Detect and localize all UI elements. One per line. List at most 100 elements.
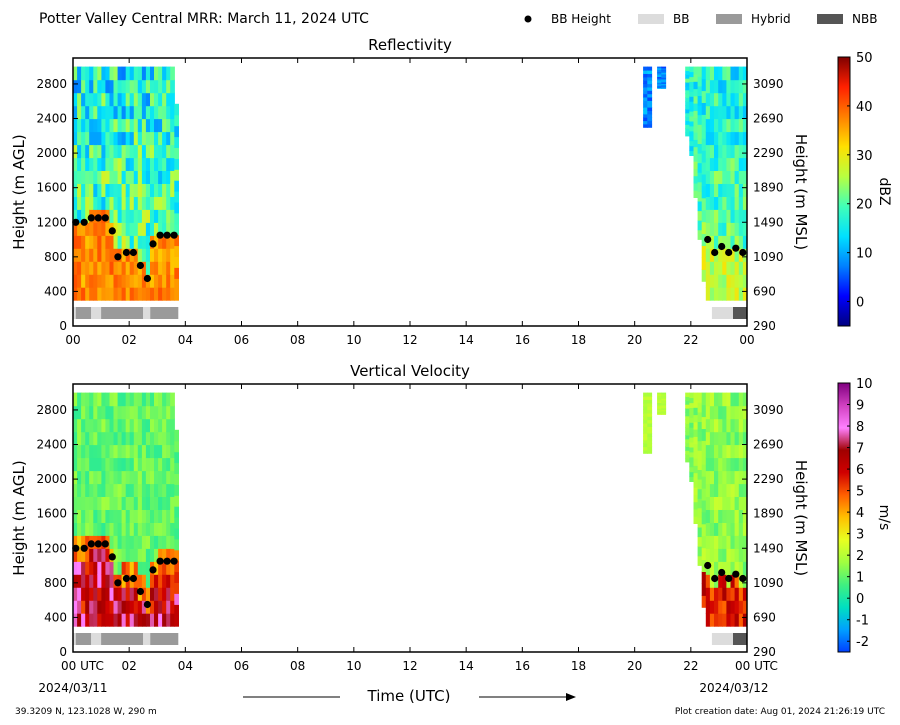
heatmap-cell <box>738 587 744 601</box>
heatmap-cell <box>89 235 94 249</box>
heatmap-cell <box>162 170 167 184</box>
heatmap-cell <box>697 479 703 490</box>
heatmap-cell <box>174 212 179 225</box>
heatmap-cell <box>693 399 699 408</box>
heatmap-cell <box>166 170 171 184</box>
heatmap-cell <box>77 496 82 510</box>
bb-type-bb-segment <box>91 307 102 319</box>
y-right-tick-label: 3090 <box>753 77 784 91</box>
bb-type-hybrid-segment <box>75 307 92 319</box>
heatmap-cell <box>697 555 703 566</box>
heatmap-cell <box>657 396 662 398</box>
colorbar-tick-label: 50 <box>856 51 873 66</box>
heatmap-cell <box>121 131 127 146</box>
heatmap-cell <box>125 92 131 107</box>
heatmap-cell <box>85 118 90 133</box>
heatmap-cell <box>93 144 98 159</box>
heatmap-cell <box>125 561 131 575</box>
heatmap-cell <box>117 235 123 249</box>
heatmap-cell <box>154 66 159 81</box>
x-tick-label: 04 <box>178 333 193 347</box>
colorbar-tick-label: -1 <box>856 614 869 629</box>
heatmap-cell <box>726 535 732 549</box>
heatmap-cell <box>109 574 115 588</box>
heatmap-cell <box>166 444 171 459</box>
heatmap-cell <box>154 431 159 446</box>
heatmap-cell <box>97 483 102 497</box>
heatmap-cell <box>150 261 155 275</box>
heatmap-cell <box>162 587 167 601</box>
heatmap-cell <box>726 261 732 275</box>
heatmap-cell <box>133 170 139 184</box>
heatmap-cell <box>129 444 135 459</box>
heatmap-cell <box>73 261 78 275</box>
heatmap-cell <box>137 222 143 236</box>
heatmap-cell <box>701 488 707 501</box>
heatmap-cell <box>643 70 648 74</box>
heatmap-cell <box>77 418 82 433</box>
heatmap-cell <box>685 132 690 137</box>
heatmap-cell <box>101 157 107 171</box>
heatmap-cell <box>685 458 690 463</box>
bb-height-point <box>170 557 178 565</box>
heatmap-cell <box>145 209 151 223</box>
heatmap-cell <box>117 92 123 107</box>
heatmap-cell <box>93 261 98 275</box>
x-tick-label: 04 <box>178 659 193 673</box>
heatmap-cell <box>657 69 662 71</box>
heatmap-cell <box>689 116 694 122</box>
heatmap-cell <box>73 470 78 485</box>
heatmap-cell <box>125 196 131 210</box>
heatmap-cell <box>141 287 147 301</box>
y-tick-label: 400 <box>44 610 67 624</box>
heatmap-cell <box>158 600 163 614</box>
bb-height-point <box>108 227 116 235</box>
heatmap-cell <box>129 105 135 120</box>
heatmap-cell <box>129 222 135 236</box>
heatmap-cell <box>718 613 723 627</box>
x-tick-label: 20 <box>627 659 642 673</box>
heatmap-cell <box>170 613 175 627</box>
heatmap-cell <box>685 454 690 459</box>
heatmap-cell <box>77 157 82 171</box>
heatmap-cell <box>77 613 82 627</box>
heatmap-cell <box>726 118 732 133</box>
heatmap-cell <box>742 287 747 301</box>
heatmap-cell <box>643 100 648 105</box>
heatmap-cell <box>730 457 736 472</box>
heatmap-cell <box>701 173 707 187</box>
heatmap-cell <box>697 95 703 106</box>
heatmap-cell <box>693 190 699 198</box>
heatmap-cell <box>170 405 175 420</box>
heatmap-cell <box>150 431 155 446</box>
heatmap-cell <box>697 459 703 470</box>
bb-height-point <box>725 574 733 583</box>
heatmap-cell <box>709 261 715 275</box>
heatmap-cell <box>117 600 123 614</box>
heatmap-cell <box>133 66 139 81</box>
heatmap-cell <box>85 131 90 146</box>
heatmap-cell <box>150 535 155 549</box>
heatmap-cell <box>121 483 127 497</box>
heatmap-cell <box>643 429 648 434</box>
heatmap-cell <box>734 196 740 210</box>
bb-type-hybrid-segment <box>75 633 92 645</box>
heatmap-cell <box>734 144 740 159</box>
heatmap-cell <box>150 105 155 120</box>
heatmap-cell <box>718 261 723 275</box>
heatmap-cell <box>73 574 78 588</box>
heatmap-cell <box>722 574 727 588</box>
heatmap-cell <box>158 170 163 184</box>
heatmap-cell <box>93 248 98 262</box>
heatmap-cell <box>77 392 82 407</box>
heatmap-cell <box>150 587 155 601</box>
heatmap-cell <box>693 392 699 401</box>
heatmap-cell <box>77 483 82 497</box>
heatmap-cell <box>89 418 94 433</box>
heatmap-cell <box>150 287 155 301</box>
heatmap-cell <box>689 471 694 478</box>
heatmap-cell <box>643 117 648 122</box>
heatmap-cell <box>730 66 736 81</box>
heatmap-cell <box>722 444 727 459</box>
heatmap-cell <box>85 196 90 210</box>
